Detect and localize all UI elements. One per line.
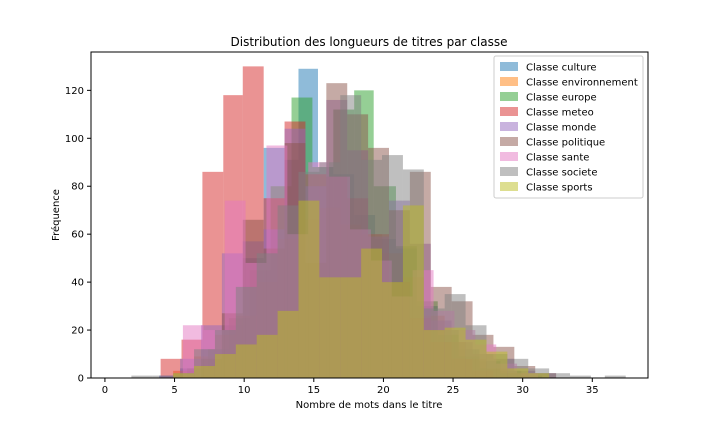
x-axis-ticks: 0 5 10 15 20 25 30 35 <box>102 378 599 396</box>
series-classe-sports <box>173 200 550 378</box>
legend-label: Classe environnement <box>526 78 638 89</box>
histogram-bar <box>214 354 236 378</box>
histogram-bar <box>382 282 403 378</box>
histogram-bar <box>444 327 466 378</box>
x-tick-label: 35 <box>586 385 599 396</box>
histogram-bar <box>277 310 299 378</box>
histogram-bar <box>549 373 571 378</box>
histogram-bar <box>235 344 257 378</box>
histogram-bar <box>528 368 550 378</box>
y-tick-label: 20 <box>71 326 84 337</box>
legend-label: Classe meteo <box>526 108 594 119</box>
legend: Classe culture Classe environnement Classe… <box>493 55 644 199</box>
legend-swatch <box>500 62 518 71</box>
legend-label: Classe politique <box>526 138 605 149</box>
histogram-bar <box>298 200 320 378</box>
legend-swatch <box>500 122 518 131</box>
legend-label: Classe sports <box>526 183 593 194</box>
x-tick-label: 15 <box>307 385 320 396</box>
histogram-bar <box>194 366 215 378</box>
plot-area <box>131 66 626 379</box>
histogram-bar <box>319 277 341 378</box>
legend-swatch <box>500 152 518 161</box>
legend-label: Classe monde <box>526 123 596 134</box>
legend-label: Classe societe <box>526 168 597 179</box>
x-tick-label: 20 <box>377 385 390 396</box>
histogram-bar <box>256 334 278 378</box>
legend-swatch <box>500 167 518 176</box>
axes-frame <box>90 51 649 379</box>
histogram-bar <box>131 375 153 378</box>
histogram-bar <box>173 373 195 378</box>
y-tick-label: 40 <box>71 278 84 289</box>
y-axis-label: Fréquence <box>50 189 62 241</box>
legend-swatch <box>500 137 518 146</box>
x-tick-label: 0 <box>102 385 108 396</box>
x-tick-label: 25 <box>447 385 460 396</box>
histogram-bar <box>423 330 445 378</box>
histogram-bar <box>486 351 508 378</box>
legend-swatch <box>500 107 518 116</box>
y-tick-label: 120 <box>65 86 84 97</box>
y-tick-label: 60 <box>71 230 84 241</box>
y-tick-label: 0 <box>78 374 84 385</box>
axes: 0 5 10 15 20 25 30 35 0 20 40 60 80 100 120 <box>65 51 649 396</box>
legend-swatch <box>500 182 518 191</box>
x-tick-label: 5 <box>171 385 177 396</box>
histogram-bar <box>402 205 424 378</box>
histogram-bar <box>160 358 182 378</box>
histogram-bar <box>361 248 383 378</box>
legend-label: Classe sante <box>526 153 589 164</box>
histogram-bar <box>570 375 591 378</box>
y-axis-ticks: 0 20 40 60 80 100 120 <box>65 86 91 385</box>
histogram-bar <box>340 277 362 378</box>
histogram-bar <box>604 375 626 378</box>
legend-swatch <box>500 77 518 86</box>
legend-swatch <box>500 92 518 101</box>
histogram-bar <box>465 339 487 378</box>
legend-label: Classe culture <box>526 63 597 74</box>
x-axis-label: Nombre de mots dans le titre <box>296 400 443 411</box>
legend-box <box>493 55 644 199</box>
y-tick-label: 100 <box>65 134 84 145</box>
x-tick-label: 30 <box>516 385 529 396</box>
legend-label: Classe europe <box>526 93 597 104</box>
y-tick-label: 80 <box>71 182 84 193</box>
chart-title: Distribution des longueurs de titres par… <box>231 35 508 49</box>
histogram-bar <box>152 375 174 378</box>
histogram-bar <box>507 368 529 378</box>
histogram-bar <box>528 373 550 378</box>
x-tick-label: 10 <box>238 385 251 396</box>
